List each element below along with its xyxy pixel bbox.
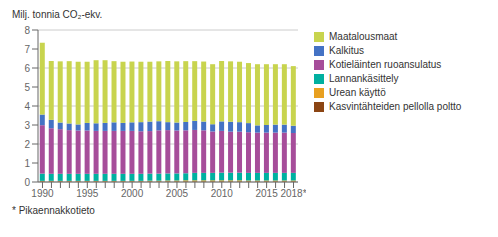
- svg-text:2015: 2015: [255, 188, 278, 199]
- html-text:Maatalousmaat: Maatalousmaat: [329, 31, 398, 42]
- svg-text:2000: 2000: [121, 188, 144, 199]
- html-text:Kotieläinten ruoansulatus: Kotieläinten ruoansulatus: [329, 59, 442, 70]
- html-text:Lannankäsittely: Lannankäsittely: [329, 73, 399, 84]
- svg-text:6: 6: [24, 63, 30, 74]
- svg-text:7: 7: [24, 44, 30, 55]
- svg-text:3: 3: [24, 120, 30, 131]
- html-text:Kasvintähteiden pellolla poltt: Kasvintähteiden pellolla poltto: [329, 101, 462, 112]
- html-text:* Pikaennakkotieto: * Pikaennakkotieto: [12, 205, 95, 216]
- svg-text:0: 0: [24, 177, 30, 188]
- html-text:Milj. tonnia CO₂-ekv.: Milj. tonnia CO₂-ekv.: [12, 9, 103, 20]
- html-text:Kalkitus: Kalkitus: [329, 45, 364, 56]
- svg-text:8: 8: [24, 25, 30, 36]
- svg-text:2: 2: [24, 139, 30, 150]
- svg-text:2018*: 2018*: [280, 188, 306, 199]
- svg-text:1: 1: [24, 158, 30, 169]
- svg-text:1995: 1995: [76, 188, 99, 199]
- html-text:Urean käyttö: Urean käyttö: [329, 87, 386, 98]
- svg-text:1990: 1990: [31, 188, 54, 199]
- svg-text:2005: 2005: [166, 188, 189, 199]
- svg-text:5: 5: [24, 82, 30, 93]
- svg-text:4: 4: [24, 101, 30, 112]
- svg-text:2010: 2010: [211, 188, 234, 199]
